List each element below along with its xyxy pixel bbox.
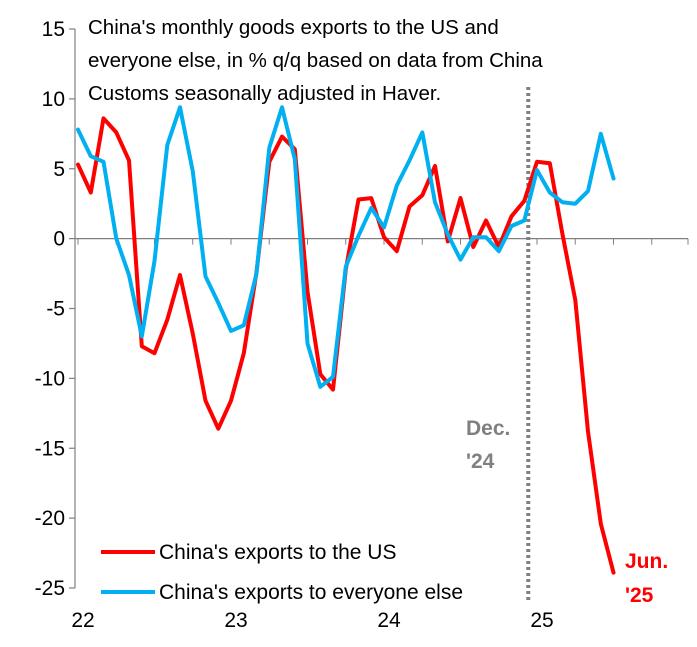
chart-title: China's monthly goods exports to the US … [88, 16, 543, 105]
y-tick-label: 15 [42, 18, 65, 41]
other-exports-line [76, 105, 616, 389]
y-tick-label: -10 [35, 367, 65, 390]
legend-label: China's exports to everyone else [159, 581, 463, 604]
y-tick-label: 0 [53, 228, 65, 251]
x-tick-label: 24 [377, 609, 401, 632]
x-axis-ticks: 22 23 24 25 [71, 238, 689, 632]
title-line-3: Customs seasonally adjusted in Haver. [88, 82, 441, 105]
y-tick-label: 10 [42, 88, 65, 111]
legend: China's exports to the US China's exports… [101, 541, 463, 604]
legend-label: China's exports to the US [159, 541, 396, 564]
y-tick-label: -5 [46, 298, 65, 321]
end-label: '25 [625, 584, 654, 607]
y-axis-ticks: 15 10 5 0 -5 -10 -15 -20 -25 [35, 18, 75, 600]
x-tick-label: 23 [224, 609, 247, 632]
y-tick-label: -20 [35, 507, 65, 530]
vline-label: Dec. [466, 417, 510, 440]
y-tick-label: 5 [53, 158, 65, 181]
end-label: Jun. [625, 550, 668, 573]
x-tick-label: 22 [71, 609, 94, 632]
vline-label: '24 [466, 450, 495, 473]
axes [74, 29, 688, 588]
y-tick-label: -25 [35, 577, 65, 600]
title-line-1: China's monthly goods exports to the US … [88, 16, 499, 39]
annotations: Jun. '25 [625, 550, 668, 607]
series-lines [76, 105, 616, 575]
x-tick-label: 25 [530, 609, 553, 632]
dec-24-marker: Dec. '24 [466, 87, 531, 600]
title-line-2: everyone else, in % q/q based on data fr… [88, 49, 543, 72]
y-tick-label: -15 [35, 437, 65, 460]
